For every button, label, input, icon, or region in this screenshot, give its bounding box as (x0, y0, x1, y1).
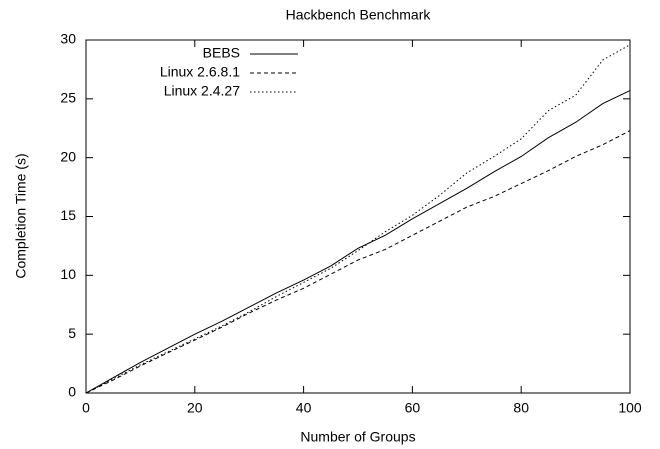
legend-label: BEBS (203, 45, 240, 61)
data-line (85, 130, 631, 394)
y-axis-label: Completion Time (s) (13, 153, 29, 278)
y-tick-label: 30 (60, 31, 76, 47)
data-line (85, 44, 631, 394)
legend-label: Linux 2.6.8.1 (160, 64, 240, 80)
legend-label: Linux 2.4.27 (164, 83, 240, 99)
x-tick-label: 60 (405, 400, 421, 416)
x-tick-label: 40 (296, 400, 312, 416)
y-tick-label: 20 (60, 148, 76, 164)
y-tick-label: 10 (60, 266, 76, 282)
x-tick-label: 100 (618, 400, 642, 416)
y-tick-label: 15 (60, 207, 76, 223)
data-line (85, 90, 631, 394)
y-tick-label: 0 (68, 384, 76, 400)
x-tick-label: 0 (82, 400, 90, 416)
x-tick-label: 20 (187, 400, 203, 416)
chart-title: Hackbench Benchmark (286, 7, 432, 23)
x-axis-label: Number of Groups (300, 429, 415, 445)
y-tick-label: 25 (60, 90, 76, 106)
x-tick-label: 80 (513, 400, 529, 416)
y-tick-label: 5 (68, 325, 76, 341)
